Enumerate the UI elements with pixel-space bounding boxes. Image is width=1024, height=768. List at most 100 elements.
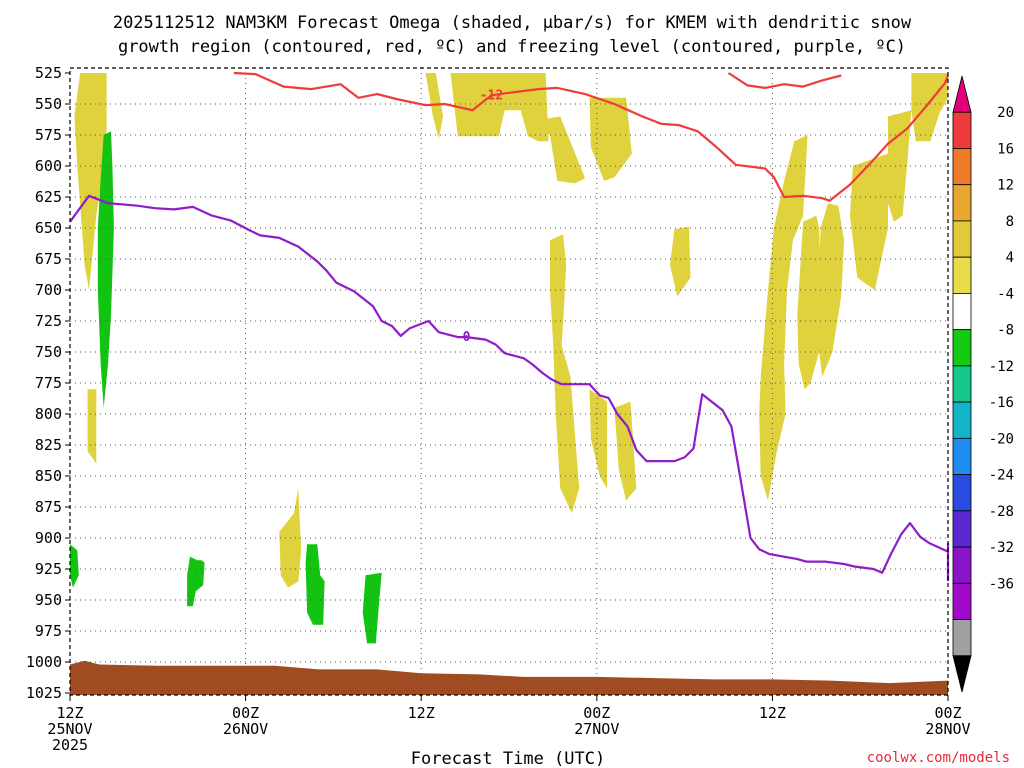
colorbar-label: 8 [1006, 214, 1014, 230]
contour-label: 0 [463, 330, 471, 345]
omega-region [850, 153, 888, 290]
x-tick-label: 12Z [408, 704, 435, 722]
credit-text: coolwx.com/models [867, 750, 1010, 766]
colorbar-label: -16 [989, 395, 1014, 411]
x-tick-label: 26NOV [223, 720, 268, 738]
title-line-2: growth region (contoured, red, ºC) and f… [118, 37, 906, 57]
colorbar-swatch [952, 619, 972, 657]
colorbar-swatch [952, 546, 972, 584]
x-tick-label: 12Z [56, 704, 83, 722]
y-tick-label: 950 [35, 591, 62, 609]
title-line-1: 2025112512 NAM3KM Forecast Omega (shaded… [113, 13, 912, 33]
colorbar-label: 4 [1006, 250, 1014, 266]
omega-region [425, 73, 444, 139]
colorbar-label: 12 [997, 178, 1014, 194]
y-tick-label: 550 [35, 95, 62, 113]
x-tick-label: 27NOV [574, 720, 619, 738]
colorbar-label: -36 [989, 576, 1014, 592]
colorbar-bottom-triangle [952, 655, 972, 693]
x-tick-label: 28NOV [925, 720, 970, 738]
omega-region [797, 215, 821, 390]
y-tick-label: 675 [35, 250, 62, 268]
terrain-fill [70, 660, 948, 695]
colorbar-label: 16 [997, 141, 1014, 157]
colorbar-swatch [952, 148, 972, 186]
y-tick-label: 525 [35, 64, 62, 82]
contour-line [727, 72, 842, 90]
colorbar: 20 16 12 8 4 -4 -8 -12 -16 -20 -24 -28 -32 -36 [952, 75, 1014, 693]
colorbar-swatch [952, 365, 972, 403]
omega-region [362, 572, 382, 644]
colorbar-swatch [952, 184, 972, 222]
colorbar-label: -20 [989, 431, 1014, 447]
colorbar-top-triangle [952, 75, 972, 113]
omega-region [450, 73, 549, 142]
y-tick-label: 575 [35, 126, 62, 144]
y-tick-label: 600 [35, 157, 62, 175]
omega-region [187, 556, 205, 607]
contour-line [233, 71, 950, 202]
y-tick-label: 800 [35, 405, 62, 423]
contour-lines: -12 0 [69, 71, 950, 582]
x-tick-label: 00Z [583, 704, 610, 722]
colorbar-swatch [952, 220, 972, 258]
y-tick-label: 875 [35, 498, 62, 516]
omega-region [70, 544, 79, 588]
colorbar-swatch [952, 401, 972, 439]
y-tick-label: 825 [35, 436, 62, 454]
y-tick-label: 700 [35, 281, 62, 299]
y-tick-label: 1000 [26, 653, 62, 671]
y-tick-label: 650 [35, 219, 62, 237]
pressure-axis: 525 550 575 600 625 650 675 700 725 750 775 800 825 8… [26, 64, 70, 702]
grid-lines [70, 68, 948, 695]
x-tick-label: 25NOV [47, 720, 92, 738]
plot-frame [69, 67, 949, 696]
omega-region [670, 226, 691, 297]
omega-region [74, 73, 107, 290]
colorbar-label: 20 [997, 105, 1014, 121]
y-tick-label: 850 [35, 467, 62, 485]
colorbar-swatch [952, 293, 972, 331]
colorbar-label: -28 [989, 504, 1014, 520]
chart-title: 2025112512 NAM3KM Forecast Omega (shaded… [113, 13, 912, 57]
omega-region [523, 116, 586, 184]
colorbar-label: -4 [997, 286, 1014, 302]
colorbar-label: -12 [989, 359, 1014, 375]
y-tick-label: 750 [35, 343, 62, 361]
colorbar-swatch [952, 474, 972, 512]
y-tick-label: 625 [35, 188, 62, 206]
omega-region [911, 73, 948, 142]
terrain-area [70, 660, 948, 695]
colorbar-swatch [952, 256, 972, 294]
omega-shaded-regions [70, 73, 948, 644]
x-axis-label: Forecast Time (UTC) [411, 749, 605, 768]
y-tick-label: 925 [35, 560, 62, 578]
colorbar-label: -24 [989, 468, 1014, 484]
contour-label: -12 [480, 88, 503, 103]
x-tick-label: 00Z [934, 704, 961, 722]
omega-region [614, 401, 637, 501]
omega-region [759, 135, 808, 501]
colorbar-swatch [952, 510, 972, 548]
y-tick-label: 1025 [26, 684, 62, 702]
omega-region [550, 234, 580, 514]
colorbar-swatch [952, 582, 972, 620]
colorbar-swatch [952, 111, 972, 149]
contour-line [69, 194, 950, 582]
colorbar-swatch [952, 437, 972, 475]
colorbar-label: -8 [997, 323, 1014, 339]
y-tick-label: 775 [35, 374, 62, 392]
omega-region [87, 389, 97, 464]
omega-region [305, 544, 325, 625]
y-tick-label: 975 [35, 622, 62, 640]
omega-region [589, 389, 607, 489]
plot-area: -12 0 [69, 67, 950, 696]
omega-region [589, 97, 632, 181]
colorbar-swatch [952, 329, 972, 367]
x-tick-label: 00Z [232, 704, 259, 722]
colorbar-label: -32 [989, 540, 1014, 556]
x-tick-label: 12Z [759, 704, 786, 722]
y-tick-label: 725 [35, 312, 62, 330]
